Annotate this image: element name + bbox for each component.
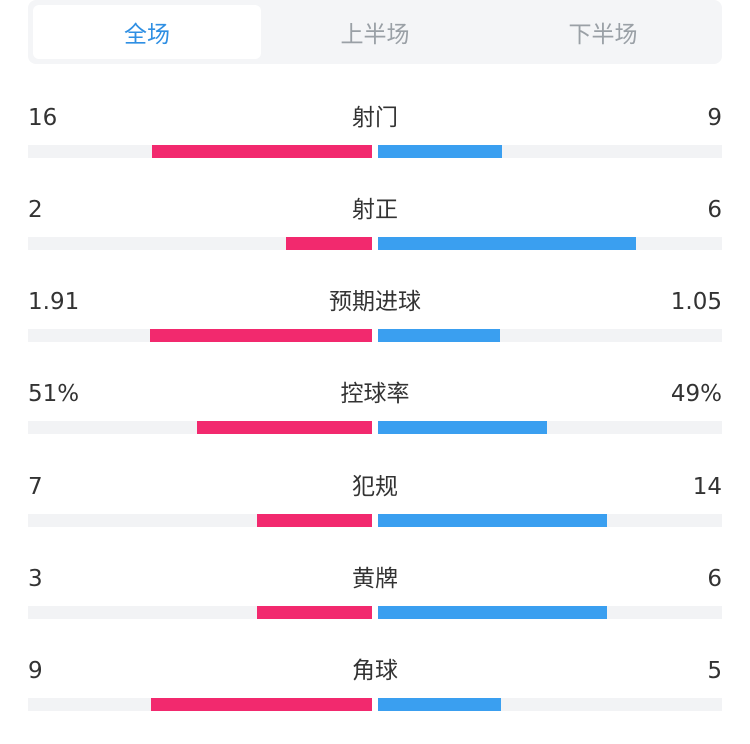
tab-first-half[interactable]: 上半场	[340, 22, 410, 48]
stat-label: 黄牌	[352, 566, 398, 592]
away-bar-track	[378, 237, 722, 250]
stat-label: 控球率	[340, 381, 410, 407]
stat-label: 犯规	[352, 474, 398, 500]
away-value: 6	[707, 566, 722, 592]
away-bar-track	[378, 329, 722, 342]
away-bar-track	[378, 606, 722, 619]
home-value: 16	[28, 105, 58, 131]
stat-row-fouls: 7 犯规 14	[28, 470, 722, 530]
away-bar-track	[378, 698, 722, 711]
stat-row-possession: 51% 控球率 49%	[28, 377, 722, 437]
away-value: 14	[692, 474, 722, 500]
stat-row-yellow-cards: 3 黄牌 6	[28, 562, 722, 622]
away-bar	[378, 421, 547, 434]
stat-row-expected-goals: 1.91 预期进球 1.05	[28, 285, 722, 345]
home-bar	[150, 698, 372, 711]
away-bar	[378, 514, 608, 527]
home-value: 3	[28, 566, 43, 592]
home-value: 51%	[28, 381, 80, 407]
home-bar-track	[28, 698, 372, 711]
away-bar	[378, 237, 636, 250]
home-bar-track	[28, 237, 372, 250]
home-value: 7	[28, 474, 43, 500]
home-bar	[151, 145, 372, 158]
tab-full-match[interactable]: 全场	[33, 5, 261, 59]
period-tabs: 全场 上半场 下半场	[28, 0, 722, 64]
away-value: 1.05	[670, 289, 722, 315]
away-bar-track	[378, 514, 722, 527]
home-bar	[257, 514, 372, 527]
home-bar-track	[28, 329, 372, 342]
home-value: 2	[28, 197, 43, 223]
stat-row-shots-on-target: 2 射正 6	[28, 193, 722, 253]
home-value: 9	[28, 658, 43, 684]
home-bar	[257, 606, 372, 619]
home-bar-track	[28, 145, 372, 158]
tab-second-half[interactable]: 下半场	[568, 22, 638, 48]
stat-row-shots: 16 射门 9	[28, 101, 722, 161]
home-bar-track	[28, 514, 372, 527]
home-value: 1.91	[28, 289, 80, 315]
home-bar	[286, 237, 372, 250]
home-bar	[196, 421, 372, 434]
stat-label: 射门	[352, 105, 398, 131]
away-bar	[378, 329, 501, 342]
away-bar-track	[378, 421, 722, 434]
stat-label: 角球	[352, 658, 398, 684]
away-value: 5	[707, 658, 722, 684]
away-bar	[378, 698, 501, 711]
away-value: 9	[707, 105, 722, 131]
home-bar	[150, 329, 372, 342]
away-bar-track	[378, 145, 722, 158]
home-bar-track	[28, 421, 372, 434]
stat-label: 射正	[352, 197, 398, 223]
away-bar	[378, 606, 608, 619]
away-value: 6	[707, 197, 722, 223]
stat-row-corners: 9 角球 5	[28, 654, 722, 714]
stat-label: 预期进球	[329, 289, 421, 315]
away-bar	[378, 145, 502, 158]
away-value: 49%	[670, 381, 722, 407]
home-bar-track	[28, 606, 372, 619]
